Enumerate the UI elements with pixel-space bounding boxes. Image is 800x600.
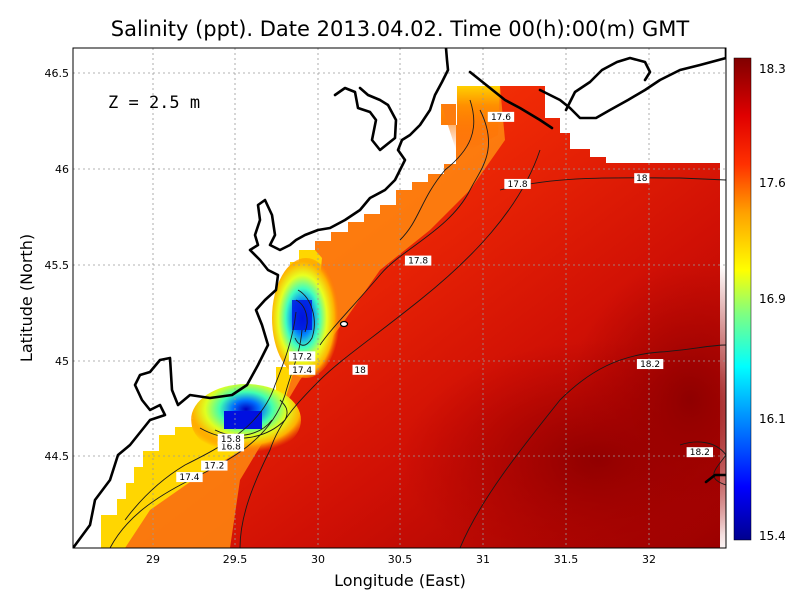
- chart-title: Salinity (ppt). Date 2013.04.02. Time 00…: [111, 17, 690, 41]
- contour-label-text: 18.2: [690, 448, 710, 458]
- contour-label-text: 17.8: [508, 180, 528, 190]
- x-axis-label: Longitude (East): [334, 571, 466, 590]
- coastline: [73, 48, 726, 548]
- contour-label: 16.8: [217, 441, 245, 452]
- coast-north-inlet: [333, 86, 398, 152]
- contour-18-2-east: [459, 344, 726, 548]
- x-tick-label: 29: [146, 553, 160, 566]
- x-tick-label: 29.5: [223, 553, 248, 566]
- contour-label-bg: [634, 173, 650, 184]
- contour-label: 17.6: [487, 111, 515, 123]
- contour-label: 17.8: [504, 178, 531, 190]
- contour-label-bg: [176, 472, 203, 483]
- contour-label: 18: [634, 173, 650, 184]
- contour-label: 15.8: [217, 433, 245, 445]
- y-tick-label: 44.5: [45, 450, 70, 463]
- contour-15-8-dniester: [214, 419, 273, 436]
- coast-bay: [468, 70, 554, 130]
- contour-label-text: 18: [354, 366, 366, 376]
- contour-label-bg: [288, 364, 316, 375]
- colorbar-tick-label: 17.6: [759, 176, 786, 190]
- colorbar-tick-label: 16.9: [759, 292, 786, 306]
- y-tick-label: 45.5: [45, 259, 70, 272]
- contour-18-mid: [239, 149, 541, 548]
- contour-label: 18: [352, 364, 368, 376]
- coast-east-bottom: [704, 473, 726, 484]
- northern-freshwater: [441, 86, 500, 150]
- contour-label-bg: [636, 359, 664, 370]
- contour-label-bg: [288, 351, 316, 362]
- contour-label-text: 15.8: [221, 435, 241, 445]
- y-tick-label: 46.5: [45, 67, 70, 80]
- y-tick-label: 45: [55, 355, 69, 368]
- colorbar-tick-label: 15.4: [759, 529, 786, 543]
- x-tick-label: 31: [476, 553, 490, 566]
- colorbar: 18.3 17.6 16.9 16.1 15.4: [733, 57, 786, 543]
- coast-western: [73, 48, 450, 548]
- x-tick-label: 30.5: [388, 553, 413, 566]
- contour-17-8-north: [319, 109, 489, 346]
- contour-label-text: 18.2: [640, 360, 660, 370]
- contour-label-bg: [201, 460, 228, 471]
- contour-labels: 17.6 17.8 18 17.8 17.2 17.4 18 18.2 18.2 16.815.8…: [176, 111, 714, 483]
- contour-16-danube: [295, 299, 308, 333]
- x-tick-label: 32: [642, 553, 656, 566]
- x-tick-label: 30: [311, 553, 325, 566]
- contour-label: 17.4: [176, 472, 203, 483]
- contour-label: 17.4: [288, 364, 316, 376]
- contour-label-text: 17.6: [491, 113, 511, 123]
- contour-label-bg: [404, 255, 432, 266]
- y-axis-ticks: 44.5 45 45.5 46 46.5: [45, 67, 70, 463]
- contour-label-bg: [487, 111, 515, 122]
- coastal-fringe: [101, 250, 322, 548]
- contour-label: 17.8: [404, 255, 432, 267]
- x-tick-label: 31.5: [554, 553, 579, 566]
- depth-label: Z = 2.5 m: [108, 93, 200, 113]
- plot-border: [72, 47, 727, 549]
- contour-label-bg: [217, 441, 245, 452]
- island-marker: [339, 320, 349, 328]
- y-tick-label: 46: [55, 163, 69, 176]
- contour-label-bg: [217, 433, 245, 444]
- colorbar-gradient: [733, 57, 752, 541]
- contour-label-text: 17.2: [292, 352, 312, 362]
- x-axis-ticks: 29 29.5 30 30.5 31 31.5 32: [146, 553, 656, 566]
- contour-label-text: 17.4: [179, 473, 199, 483]
- contour-label-text: 17.4: [292, 366, 312, 376]
- contour-17-6-north: [399, 99, 475, 241]
- contour-label-bg: [352, 364, 368, 375]
- min-salinity-spot: [224, 411, 262, 429]
- high-salinity-east: [570, 260, 726, 540]
- contour-label-text: 16.8: [221, 442, 241, 452]
- colorbar-tick-label: 18.3: [759, 62, 786, 76]
- contour-label: 17.2: [201, 460, 228, 472]
- contour-label: 18.2: [686, 447, 714, 458]
- contour-label-text: 17.2: [204, 462, 224, 472]
- coast-tongue: [564, 56, 652, 112]
- contour-label-text: 17.8: [408, 257, 428, 267]
- contour-label-bg: [686, 447, 714, 458]
- contour-label: 17.2: [288, 351, 316, 362]
- contour-label-bg: [504, 178, 531, 189]
- y-axis-label: Latitude (North): [17, 234, 36, 362]
- contour-16-8-danube: [294, 289, 315, 346]
- contour-18-2-se: [679, 441, 726, 486]
- coast-northern: [538, 48, 726, 120]
- contour-label-text: 18: [636, 174, 648, 184]
- contour-label: 18.2: [636, 359, 664, 370]
- colorbar-tick-label: 16.1: [759, 412, 786, 426]
